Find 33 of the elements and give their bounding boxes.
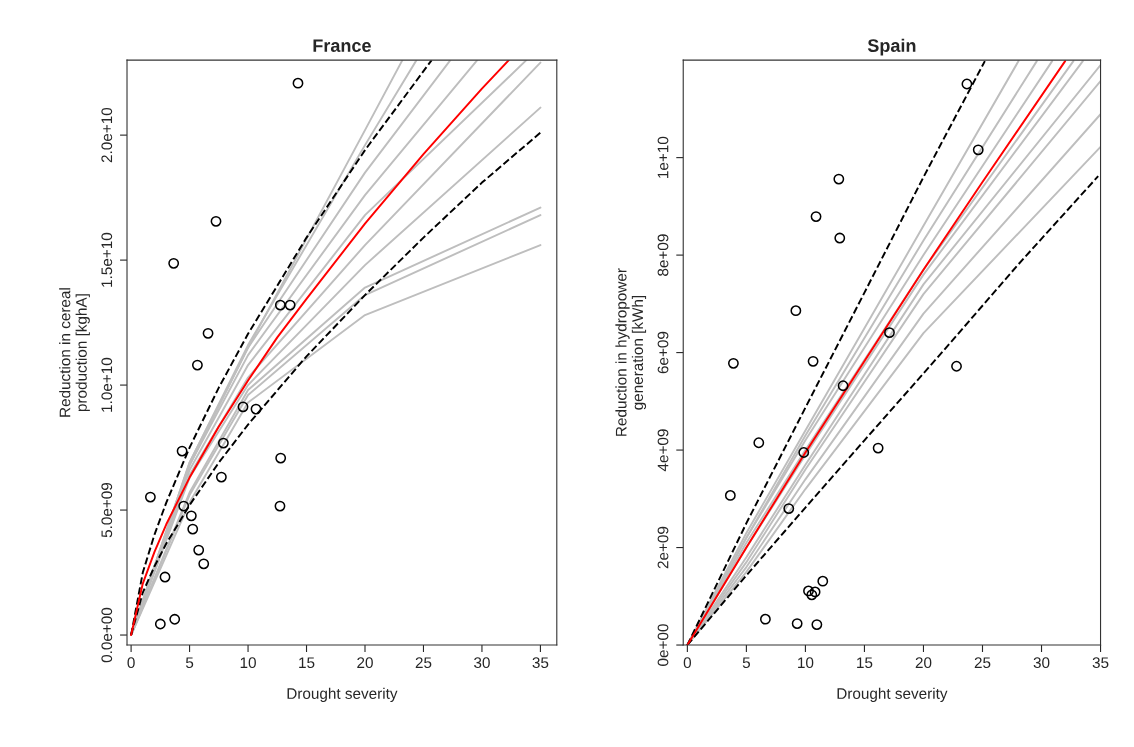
y-tick-label: 5.0e+09 (101, 482, 113, 538)
y-tick-label: 4e+09 (657, 429, 669, 472)
x-tick-label: 5 (185, 657, 194, 669)
chart-title: Spain (867, 38, 916, 56)
x-tick-label: 25 (415, 657, 432, 669)
x-tick-label: 10 (240, 657, 256, 669)
x-tick-label: 20 (915, 657, 932, 669)
x-tick-label: 15 (299, 657, 315, 669)
x-tick-label: 30 (1033, 657, 1050, 669)
x-tick-label: 15 (857, 657, 873, 669)
x-tick-label: 35 (532, 657, 549, 669)
y-axis-title: Reduction in cereal production [kghA] (59, 288, 90, 417)
y-axis-title: Reduction in hydropower generation [kWh] (615, 268, 647, 436)
x-tick-label: 10 (798, 657, 814, 669)
x-tick-label: 0 (683, 657, 692, 669)
chart-title: France (313, 39, 371, 52)
y-tick-label: 2e+09 (657, 526, 669, 569)
y-tick-label: 6e+09 (657, 331, 669, 374)
x-tick-label: 30 (474, 657, 490, 669)
y-tick-label: 1.0e+10 (101, 357, 113, 412)
y-tick-label: 8e+09 (657, 234, 669, 276)
y-tick-label: 2.0e+10 (101, 107, 113, 163)
y-tick-label: 0e+00 (657, 624, 669, 666)
x-tick-label: 35 (1092, 657, 1109, 669)
x-tick-label: 5 (742, 657, 750, 669)
x-axis-title: Drought severity (287, 687, 398, 702)
x-axis-title: Drought severity (837, 687, 948, 702)
x-tick-label: 20 (357, 657, 373, 669)
y-tick-label: 0.0e+00 (101, 607, 113, 663)
y-tick-label: 1.5e+10 (101, 232, 113, 287)
y-tick-label: 1e+10 (657, 136, 669, 178)
x-tick-label: 25 (974, 657, 991, 669)
x-tick-label: 0 (127, 657, 135, 669)
